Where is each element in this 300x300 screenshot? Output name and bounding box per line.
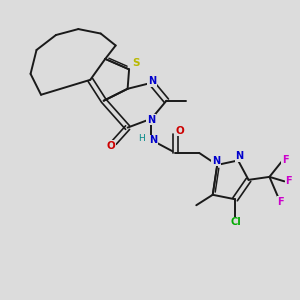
Text: N: N [147,115,155,125]
Text: Cl: Cl [230,217,241,227]
Text: F: F [286,176,292,186]
Text: F: F [282,155,288,165]
Text: O: O [106,140,115,151]
Text: H: H [138,134,144,143]
Text: N: N [148,76,156,86]
Text: F: F [278,197,284,207]
Text: O: O [176,126,184,136]
Text: S: S [132,58,140,68]
Text: N: N [212,156,220,166]
Text: N: N [149,135,157,145]
Text: N: N [235,151,243,161]
